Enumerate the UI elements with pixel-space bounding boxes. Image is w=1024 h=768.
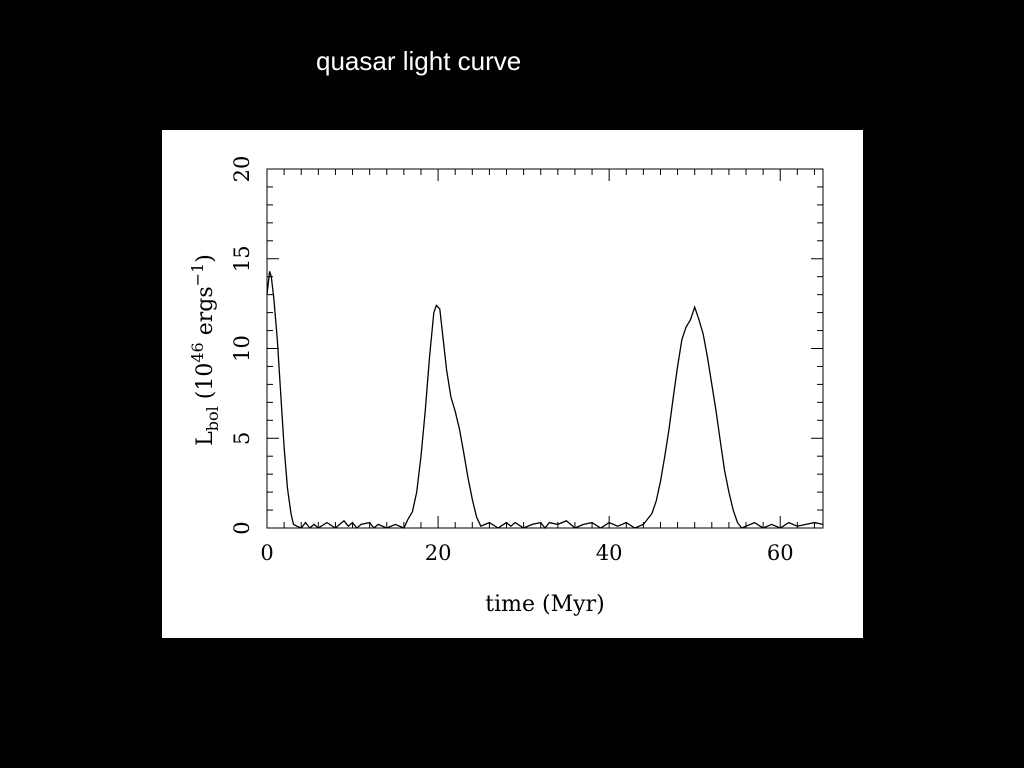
x-tick-label: 60 [767,541,794,565]
y-tick-label: 5 [230,432,254,445]
x-tick-label: 40 [596,541,623,565]
plot-frame [266,168,824,529]
y-tick-label: 15 [230,245,254,272]
y-label-units-close: ) [193,254,218,263]
y-label-units-open: (10 [193,363,218,400]
x-tick-label: 20 [425,541,452,565]
chart-panel: 0 20 40 60 0 5 10 15 20 time (Myr) Lbol (1046 e… [162,130,863,638]
y-label-main: L [193,431,218,446]
slide-title: quasar light curve [316,46,522,76]
y-label-exponent: 46 [188,342,207,362]
y-tick-label: 20 [230,156,254,183]
svg-text:Lbol (1046 ergs−1): Lbol (1046 ergs−1) [188,254,222,446]
y-tick-label: 10 [230,335,254,362]
y-label-units-exponent: −1 [188,263,207,287]
y-label-subscript: bol [203,406,222,431]
series-line-luminosity [266,271,824,530]
y-label-units-mid: ergs [193,286,218,335]
x-axis-label: time (Myr) [485,592,604,617]
y-tick-labels: 0 5 10 15 20 [230,156,254,535]
axis-ticks [266,168,823,529]
y-tick-label: 0 [230,521,254,534]
light-curve-chart: 0 20 40 60 0 5 10 15 20 time (Myr) Lbol (1046 e… [188,156,824,617]
x-tick-labels: 0 20 40 60 [260,541,793,565]
y-axis-label: Lbol (1046 ergs−1) [188,254,222,446]
x-tick-label: 0 [260,541,273,565]
